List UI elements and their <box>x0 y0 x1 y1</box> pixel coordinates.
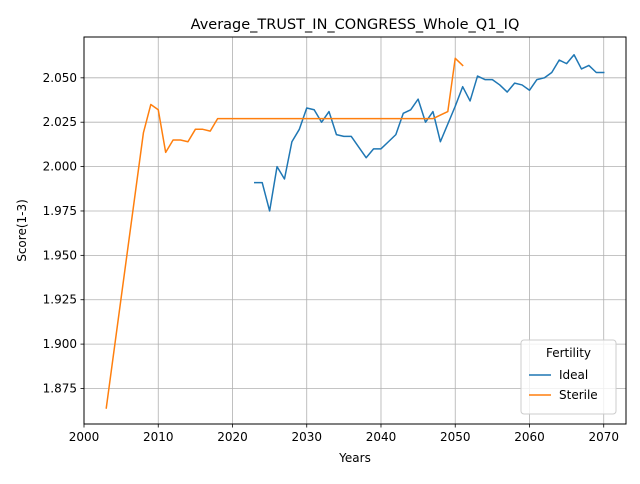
y-tick-label: 2.025 <box>43 115 77 129</box>
x-tick-label: 2040 <box>366 430 397 444</box>
x-tick-label: 2000 <box>69 430 100 444</box>
x-tick-label: 2070 <box>588 430 619 444</box>
y-tick-label: 1.875 <box>43 381 77 395</box>
x-axis-ticks: 2000 2010 2020 2030 2040 2050 2060 2070 <box>69 424 619 444</box>
y-tick-label: 2.050 <box>43 71 77 85</box>
legend-title: Fertility <box>546 346 591 360</box>
y-axis-ticks: 1.875 1.900 1.925 1.950 1.975 2.000 2.025 2.050 <box>43 71 84 395</box>
y-tick-label: 1.950 <box>43 248 77 262</box>
y-tick-label: 2.000 <box>43 160 77 174</box>
legend: Fertility Ideal Sterile <box>520 339 617 415</box>
x-tick-label: 2030 <box>291 430 322 444</box>
y-tick-label: 1.900 <box>43 337 77 351</box>
chart-title: Average_TRUST_IN_CONGRESS_Whole_Q1_IQ <box>191 17 520 33</box>
x-tick-label: 2010 <box>143 430 174 444</box>
plot-frame <box>83 36 627 425</box>
x-axis-label: Years <box>338 451 371 465</box>
legend-label-ideal: Ideal <box>559 368 588 382</box>
y-tick-label: 1.975 <box>43 204 77 218</box>
x-tick-label: 2020 <box>217 430 248 444</box>
x-tick-label: 2050 <box>440 430 471 444</box>
y-tick-label: 1.925 <box>43 293 77 307</box>
x-tick-label: 2060 <box>514 430 545 444</box>
series-line-ideal <box>254 54 605 212</box>
series-line-sterile <box>105 57 464 409</box>
y-axis-label: Score(1-3) <box>15 199 29 262</box>
legend-label-sterile: Sterile <box>559 388 598 402</box>
series-lines <box>105 54 605 409</box>
